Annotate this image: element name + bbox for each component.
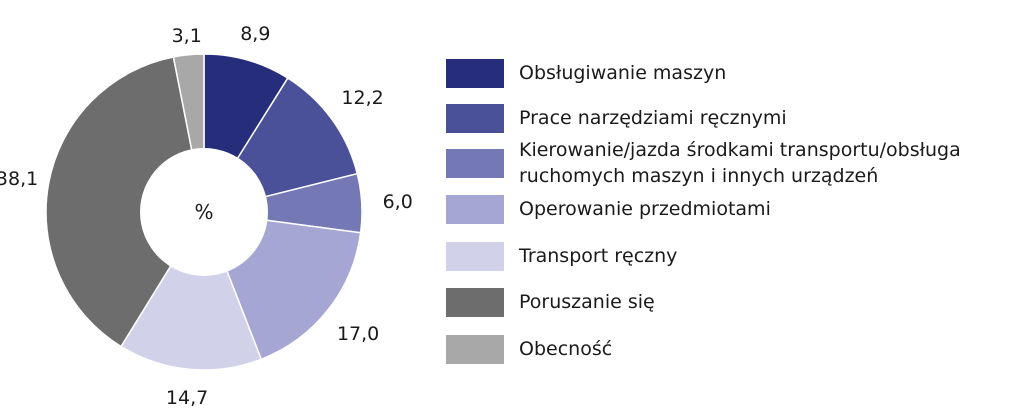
- value-label-operowanie: 17,0: [337, 323, 379, 345]
- slice-poruszanie-sie: [45, 56, 205, 348]
- legend-swatch: [446, 242, 504, 271]
- legend-label-line-2: ruchomych maszyn i innych urządzeń: [519, 165, 879, 187]
- value-label-obslugiwanie-maszyn: 8,9: [240, 23, 270, 45]
- legend-label-line-1: Kierowanie/jazda środkami transportu/obs…: [519, 139, 961, 161]
- legend-swatch: [446, 59, 504, 88]
- value-label-prace-narzedziami: 12,2: [341, 87, 383, 109]
- legend-swatch: [446, 149, 504, 178]
- legend-swatch: [446, 288, 504, 317]
- legend-swatch: [446, 104, 504, 133]
- value-label-transport-reczny: 14,7: [166, 387, 208, 409]
- donut-hole: [140, 148, 268, 276]
- legend-label: Prace narzędziami ręcznymi: [519, 107, 787, 129]
- legend-label: Operowanie przedmiotami: [519, 198, 771, 220]
- legend-swatch: [446, 335, 504, 364]
- legend-label: Obsługiwanie maszyn: [519, 62, 727, 84]
- center-label: %: [194, 200, 213, 224]
- value-label-group: 8,9 12,2 6,0 17,0 14,7 38,1 3,1: [0, 23, 413, 409]
- slice-group: [45, 53, 363, 371]
- legend: Obsługiwanie maszyn Prace narzędziami rę…: [446, 0, 1024, 413]
- legend-label: Obecność: [519, 338, 613, 360]
- slice-transport-reczny: [119, 210, 263, 371]
- value-label-obecnosc: 3,1: [172, 25, 202, 47]
- donut-chart: % 8,9 12,2 6,0 17,0 14,7 38,1 3,1: [0, 23, 413, 409]
- value-label-poruszanie-sie: 38,1: [0, 168, 38, 190]
- legend-label: Poruszanie się: [519, 291, 655, 313]
- legend-swatch: [446, 195, 504, 224]
- legend-label: Transport ręczny: [519, 245, 678, 267]
- value-label-kierowanie-jazda: 6,0: [383, 191, 413, 213]
